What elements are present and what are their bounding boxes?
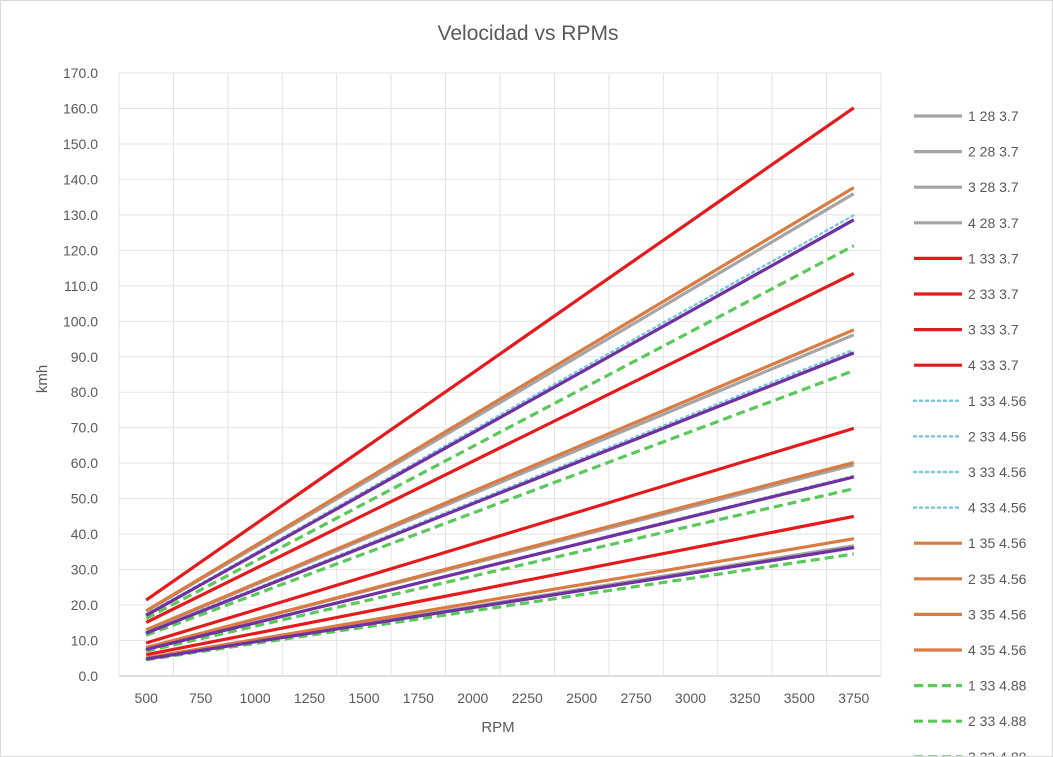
legend-entry: 1 28 3.7 [968, 108, 1019, 124]
x-tick-label: 1750 [403, 690, 434, 706]
y-axis-ticks: 0.0 10.0 20.0 30.0 40.0 50.0 60.0 70.0 80.0 90.0 1… [63, 65, 98, 684]
y-tick-label: 160.0 [63, 100, 98, 116]
y-tick-label: 80.0 [71, 384, 98, 400]
y-axis-label: kmh [34, 365, 51, 393]
x-tick-label: 3000 [675, 690, 706, 706]
legend-entry: 4 28 3.7 [968, 215, 1019, 231]
y-tick-label: 170.0 [63, 65, 98, 81]
y-tick-label: 10.0 [71, 633, 98, 649]
x-tick-label: 1500 [348, 690, 379, 706]
y-tick-label: 140.0 [63, 171, 98, 187]
legend-entry: 3 35 4.56 [968, 606, 1027, 622]
x-tick-label: 2750 [620, 690, 651, 706]
y-tick-label: 90.0 [71, 349, 98, 365]
x-axis-ticks: 500 750 1000 1250 1500 1750 2000 2250 2500 2750 30… [135, 690, 870, 706]
x-tick-label: 3500 [784, 690, 815, 706]
y-tick-label: 30.0 [71, 562, 98, 578]
series-line [145, 546, 855, 661]
y-tick-label: 40.0 [71, 526, 98, 542]
x-tick-label: 3750 [838, 690, 869, 706]
legend-entry: 1 35 4.56 [968, 535, 1027, 551]
series-line [145, 537, 855, 660]
legend-entry: 4 35 4.56 [968, 642, 1027, 658]
legend-entry: 3 33 4.56 [968, 464, 1027, 480]
x-tick-label: 3250 [729, 690, 760, 706]
y-tick-label: 150.0 [63, 136, 98, 152]
series-line [145, 475, 855, 651]
series-line [145, 328, 855, 632]
series-line [145, 351, 855, 635]
y-tick-label: 60.0 [71, 455, 98, 471]
series-line [145, 218, 855, 617]
legend-entry: 2 33 4.56 [968, 428, 1027, 444]
y-tick-label: 110.0 [64, 278, 98, 294]
legend-entry: 2 35 4.56 [968, 571, 1027, 587]
legend-entry: 1 33 4.56 [968, 393, 1027, 409]
y-tick-label: 120.0 [63, 242, 98, 258]
series-lines [144, 106, 856, 662]
x-tick-label: 2500 [566, 690, 597, 706]
legend-entry: 3 33 4.88 [968, 749, 1027, 756]
series-line [145, 552, 855, 662]
series-line [145, 426, 855, 645]
series-line [145, 460, 855, 650]
series-line [144, 213, 856, 616]
series-line [145, 244, 855, 620]
legend-entry: 1 33 3.7 [968, 250, 1019, 266]
x-tick-label: 750 [189, 690, 213, 706]
legend-entry: 2 28 3.7 [968, 144, 1019, 160]
series-line [145, 271, 855, 624]
y-tick-label: 70.0 [71, 420, 98, 436]
series-line [145, 487, 855, 653]
x-tick-label: 2000 [457, 690, 488, 706]
y-tick-label: 20.0 [71, 597, 98, 613]
series-line [145, 186, 855, 613]
legend-entry: 2 33 4.88 [968, 713, 1027, 729]
legend-entry: 1 33 4.88 [968, 678, 1027, 694]
legend-entry: 2 33 3.7 [968, 286, 1019, 302]
y-tick-label: 0.0 [79, 668, 99, 684]
series-line [145, 106, 855, 602]
x-tick-label: 500 [135, 690, 159, 706]
series-line [145, 514, 855, 657]
chart-title: Velocidad vs RPMs [438, 22, 619, 45]
y-tick-label: 130.0 [63, 207, 98, 223]
legend-entry: 4 33 4.56 [968, 500, 1027, 516]
x-axis-label: RPM [481, 719, 514, 736]
y-tick-label: 50.0 [71, 491, 98, 507]
x-tick-label: 1250 [294, 690, 325, 706]
legend-entry: 4 33 3.7 [968, 357, 1019, 373]
x-tick-label: 2250 [512, 690, 543, 706]
legend: 1 28 3.7 2 28 3.7 3 28 3.7 4 28 3.7 1 33 3.7… [912, 108, 1027, 756]
legend-entry: 3 33 3.7 [968, 322, 1019, 338]
y-tick-label: 100.0 [63, 313, 98, 329]
legend-entry: 3 28 3.7 [968, 179, 1019, 195]
x-tick-label: 1000 [239, 690, 270, 706]
